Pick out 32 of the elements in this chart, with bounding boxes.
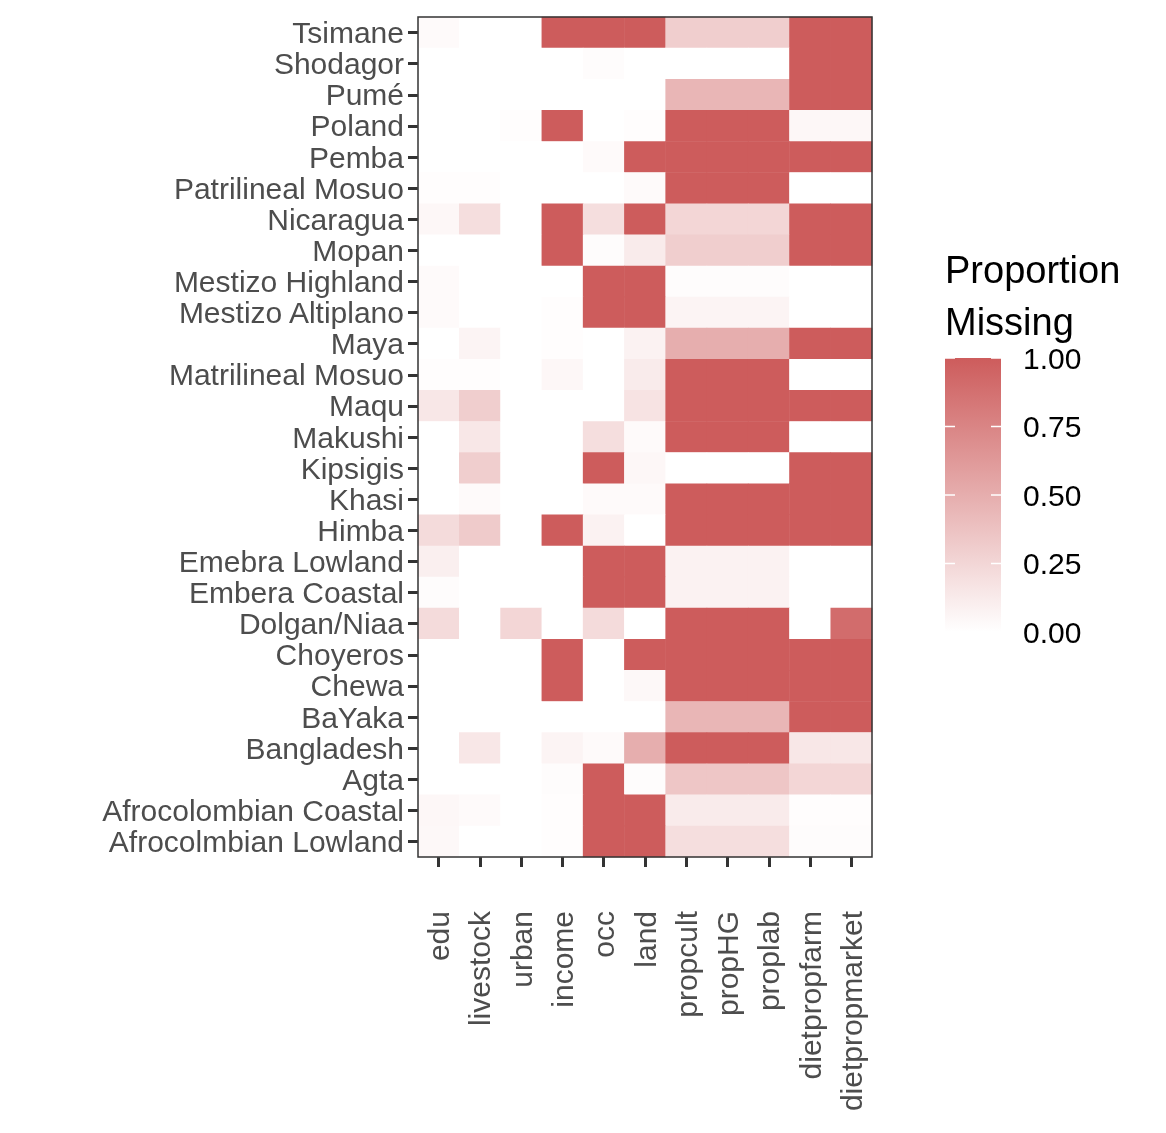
x-tick-label: dietpropfarm (793, 911, 827, 1080)
y-tick-label: Poland (310, 109, 404, 143)
y-tick-label: Tsimane (292, 16, 404, 50)
x-tick-label: urban (504, 911, 538, 988)
x-tick-label: livestock (463, 910, 497, 1027)
y-tick-label: Shodagor (273, 47, 405, 81)
x-tick-label: dietpropmarket (834, 910, 868, 1112)
x-tick-label: edu (422, 911, 456, 962)
y-tick-label: Agta (342, 762, 405, 796)
y-tick-label: Dolgan/Niaa (238, 607, 405, 641)
y-tick-label: Maqu (328, 389, 404, 423)
y-tick-label: Nicaragua (267, 202, 405, 236)
legend-title: Proportion Missing (945, 249, 1121, 343)
y-tick-label: Himba (317, 513, 405, 547)
y-tick-label: Bangladesh (245, 731, 404, 765)
y-tick-label: Patrilineal Mosuo (173, 171, 404, 205)
x-tick-label: propcult (669, 910, 703, 1018)
y-tick-label: Afrocolmbian Lowland (108, 824, 404, 858)
x-tick-label: income (545, 911, 579, 1008)
x-tick-label: propHG (711, 911, 745, 1017)
x-tick-label: land (628, 911, 662, 968)
x-tick-label: occ (587, 911, 621, 958)
color-bar-label: 0.00 (1023, 615, 1082, 649)
color-bar-label: 0.50 (1023, 478, 1082, 512)
y-tick-label: Embera Coastal (188, 576, 404, 610)
y-tick-label: Emebra Lowland (178, 544, 404, 578)
y-tick-label: Pemba (308, 140, 405, 174)
color-bar-label: 0.25 (1023, 547, 1082, 580)
x-tick-label: proplab (752, 911, 786, 1012)
y-tick-label: Kipsigis (300, 451, 404, 485)
y-tick-label: BaYaka (301, 700, 405, 734)
color-bar-label: 0.75 (1023, 410, 1082, 443)
